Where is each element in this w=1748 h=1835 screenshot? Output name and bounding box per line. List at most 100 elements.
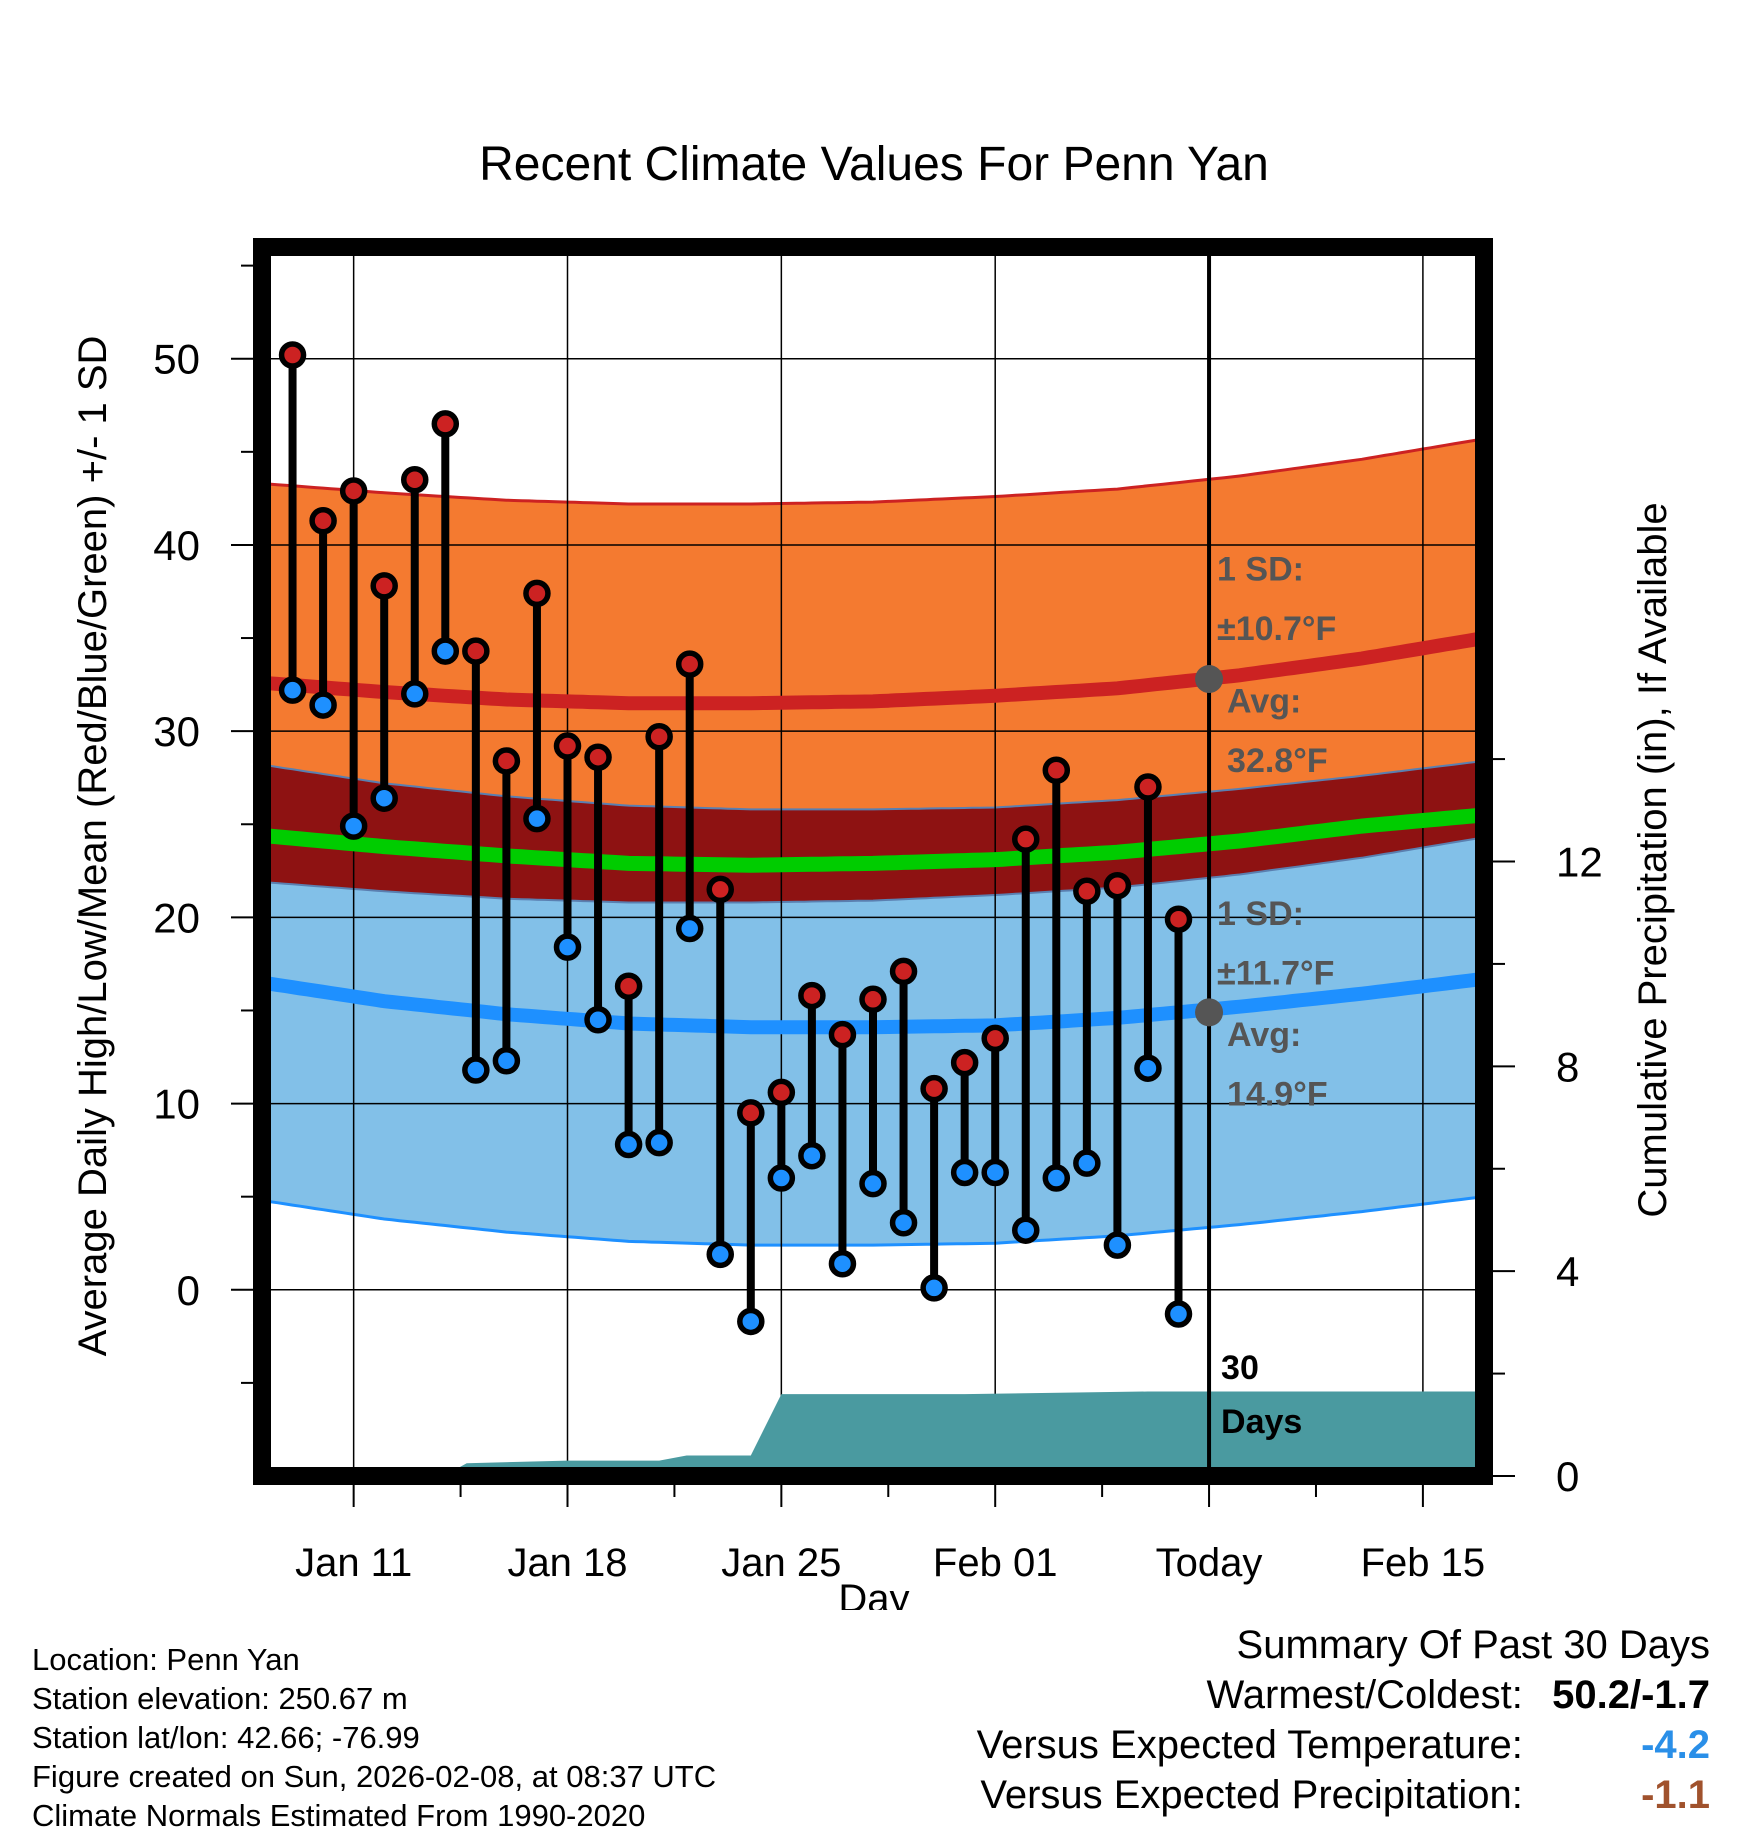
y-tick-label: 40	[153, 522, 200, 569]
daily-low-point	[706, 1240, 734, 1269]
station-info: Location: Penn Yan Station elevation: 25…	[32, 1640, 716, 1835]
y-tick-label: 30	[153, 708, 200, 755]
x-tick-label: Jan 18	[507, 1541, 627, 1585]
daily-low-point	[1164, 1300, 1193, 1328]
y2-tick-label: 4	[1556, 1248, 1579, 1295]
daily-low-point	[859, 1169, 887, 1198]
daily-high-point	[737, 1099, 765, 1127]
daily-low-point	[1042, 1164, 1071, 1192]
daily-low-point	[492, 1046, 521, 1075]
low-avg-marker	[1195, 998, 1224, 1027]
y2-tick-label: 0	[1556, 1453, 1579, 1500]
daily-high-point	[828, 1020, 857, 1049]
warmest-value: 50.2/-1.7	[1552, 1673, 1710, 1717]
daily-high-point	[981, 1024, 1009, 1053]
daily-low-point	[523, 804, 551, 833]
daily-low-point	[553, 933, 582, 961]
y-tick-label: 0	[177, 1267, 200, 1314]
daily-high-point	[920, 1074, 948, 1103]
high-sd-label: 1 SD:	[1217, 550, 1304, 588]
daily-high-point	[492, 747, 521, 775]
daily-high-point	[553, 732, 582, 760]
daily-high-point	[1042, 756, 1071, 785]
daily-high-point	[339, 477, 368, 505]
daily-low-point	[462, 1056, 490, 1084]
low-sd-lower-line	[262, 1195, 1484, 1247]
chart-title: Recent Climate Values For Penn Yan	[479, 138, 1269, 191]
daily-high-point	[798, 981, 826, 1010]
y-tick-label: 50	[153, 336, 200, 383]
daily-low-point	[798, 1141, 826, 1170]
warmest-label: Warmest/Coldest:	[1206, 1673, 1523, 1717]
daily-high-point	[767, 1078, 796, 1107]
daily-high-point	[401, 466, 429, 494]
location-text: Location: Penn Yan	[32, 1642, 300, 1677]
summary-panel: Summary Of Past 30 Days Warmest/Coldest:…	[977, 1620, 1710, 1820]
daily-low-point	[981, 1158, 1009, 1187]
daily-low-point	[950, 1158, 979, 1187]
daily-high-point	[1073, 877, 1101, 906]
summary-temp-row: Versus Expected Temperature: -4.2	[977, 1720, 1710, 1770]
plot-frame	[253, 238, 1493, 1485]
elevation-text: Station elevation: 250.67 m	[32, 1681, 408, 1716]
daily-low-point	[828, 1249, 857, 1278]
x-tick-label: Jan 25	[721, 1541, 841, 1585]
daily-low-point	[737, 1307, 765, 1336]
daily-high-point	[859, 985, 887, 1014]
daily-high-point	[645, 722, 673, 751]
daily-high-point	[278, 341, 307, 369]
daily-low-point	[309, 691, 337, 719]
daily-low-point	[278, 676, 307, 704]
x-tick-label: Feb 15	[1361, 1541, 1486, 1585]
y-tick-label: 10	[153, 1081, 200, 1128]
climate-chart: Recent Climate Values For Penn Yan 1 SD:…	[71, 138, 1675, 1610]
daily-low-point	[370, 784, 398, 812]
daily-high-point	[370, 572, 398, 600]
daily-high-point	[1164, 905, 1193, 933]
daily-low-point	[401, 680, 429, 708]
daily-high-point	[584, 743, 612, 771]
precip-area	[262, 1391, 1484, 1476]
latlon-text: Station lat/lon: 42.66; -76.99	[32, 1720, 420, 1755]
daily-low-point	[645, 1128, 673, 1157]
daily-low-point	[1073, 1149, 1101, 1177]
daily-low-point	[1134, 1054, 1162, 1082]
y-tick-label: 20	[153, 894, 200, 941]
y2-axis-label: Cumulative Precipitation (in), If Availa…	[1631, 502, 1675, 1217]
normal-mean-line	[262, 807, 1484, 873]
daily-high-point	[1103, 871, 1132, 900]
y2-tick-label: 12	[1556, 839, 1603, 886]
daily-high-point	[1134, 773, 1162, 801]
low-sd-label: 1 SD:	[1217, 895, 1304, 933]
precip-vs-expected-value: -1.1	[1641, 1773, 1710, 1817]
y-axis-label: Average Daily High/Low/Mean (Red/Blue/Gr…	[71, 336, 115, 1357]
high-sd-upper-line	[262, 437, 1484, 506]
low-avg-label: Avg:	[1227, 1016, 1301, 1054]
daily-high-point	[889, 957, 918, 986]
daily-low-point	[1012, 1216, 1040, 1244]
low-avg-value: 14.9°F	[1227, 1075, 1328, 1113]
daily-low-point	[584, 1006, 612, 1034]
y2-tick-label: 8	[1556, 1043, 1579, 1090]
daily-high-point	[1012, 825, 1040, 853]
daily-low-point	[339, 812, 368, 840]
high-avg-value: 32.8°F	[1227, 742, 1328, 780]
daily-low-point	[614, 1130, 643, 1159]
daily-low-point	[767, 1164, 796, 1192]
x-tick-label: Jan 11	[295, 1541, 412, 1585]
summary-warmest-row: Warmest/Coldest: 50.2/-1.7	[977, 1670, 1711, 1720]
high-sd-value: ±10.7°F	[1217, 610, 1336, 648]
daily-high-point	[309, 506, 337, 535]
daily-low-point	[431, 637, 460, 665]
daily-high-point	[675, 650, 704, 678]
daily-low-point	[889, 1209, 918, 1237]
high-avg-marker	[1195, 665, 1224, 694]
x-tick-label: Feb 01	[933, 1541, 1058, 1585]
low-sd-value: ±11.7°F	[1217, 954, 1334, 992]
daily-high-point	[950, 1048, 979, 1077]
daily-high-point	[431, 410, 460, 438]
high-sd-lower-line	[262, 836, 1484, 904]
days-count: 30	[1221, 1349, 1259, 1387]
daily-low-point	[920, 1274, 948, 1302]
x-axis-label: Day	[838, 1577, 909, 1610]
